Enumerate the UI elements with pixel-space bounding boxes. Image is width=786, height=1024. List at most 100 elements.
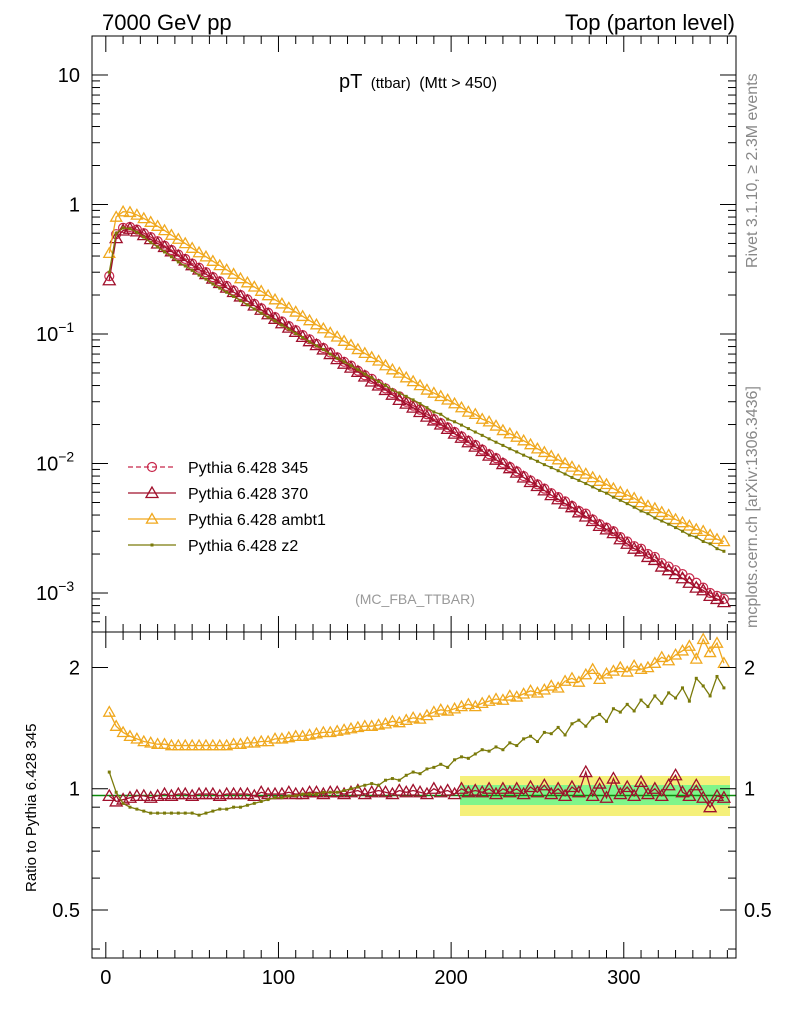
point-ambt1 — [150, 219, 165, 231]
point-ambt1 — [592, 474, 607, 486]
point-p345 — [146, 461, 158, 473]
point-p370 — [551, 491, 566, 505]
point-ambt1 — [123, 205, 137, 218]
point-z2 — [142, 235, 146, 239]
point-ambt1 — [503, 689, 517, 701]
point-p370 — [392, 783, 407, 796]
point-p370 — [682, 788, 697, 802]
point-ambt1 — [406, 711, 420, 723]
main-ytick-exp: −2 — [58, 449, 74, 465]
point-z2 — [287, 794, 291, 798]
point-z2 — [114, 790, 118, 794]
point-z2 — [556, 725, 560, 729]
point-ambt1 — [572, 463, 586, 476]
point-z2 — [121, 226, 125, 230]
point-p370 — [647, 781, 662, 794]
point-z2 — [715, 547, 719, 551]
point-z2 — [169, 811, 173, 815]
point-ambt1 — [102, 246, 116, 259]
point-p370 — [606, 771, 621, 784]
point-p370 — [323, 784, 338, 798]
point-z2 — [667, 522, 671, 526]
ratio-series — [102, 632, 732, 817]
point-z2 — [342, 360, 346, 364]
point-z2 — [197, 273, 201, 277]
point-p370 — [495, 781, 511, 794]
point-ambt1 — [613, 485, 627, 498]
point-z2 — [238, 805, 242, 809]
point-ambt1 — [226, 267, 241, 279]
point-z2 — [487, 437, 491, 441]
point-p370 — [599, 790, 614, 803]
point-p370 — [599, 522, 614, 535]
main-ytick-base: 10 — [36, 454, 58, 476]
point-z2 — [287, 327, 291, 331]
point-ambt1 — [145, 512, 159, 524]
point-ambt1 — [206, 738, 220, 751]
point-p370 — [682, 575, 697, 588]
point-p370 — [171, 786, 186, 800]
point-p370 — [613, 531, 628, 545]
point-p370 — [585, 513, 600, 527]
point-p370 — [571, 784, 587, 798]
point-ambt1 — [503, 426, 517, 439]
ratio-ytick-label: 2 — [69, 657, 80, 679]
point-z2 — [542, 463, 546, 467]
point-ambt1 — [199, 738, 213, 751]
point-ambt1 — [655, 505, 669, 518]
point-ambt1 — [130, 208, 144, 220]
main-series — [102, 204, 732, 608]
point-z2 — [694, 676, 698, 680]
series-line-ambt1 — [108, 637, 725, 747]
point-z2 — [142, 809, 146, 813]
point-ambt1 — [606, 481, 621, 494]
point-ambt1 — [371, 354, 386, 366]
point-z2 — [384, 778, 388, 782]
point-ambt1 — [648, 656, 662, 668]
point-p370 — [468, 783, 483, 796]
x-axis: 0 100 200 300 — [100, 36, 728, 989]
point-ambt1 — [385, 714, 400, 727]
point-z2 — [363, 783, 367, 787]
point-ambt1 — [220, 263, 234, 275]
point-ambt1 — [316, 725, 330, 738]
point-z2 — [163, 811, 167, 815]
point-p370 — [564, 499, 580, 513]
point-z2 — [577, 718, 581, 722]
point-p370 — [426, 413, 441, 426]
point-z2 — [494, 745, 498, 749]
point-p370 — [406, 783, 421, 796]
point-p370 — [378, 382, 393, 396]
point-p370 — [226, 786, 241, 800]
point-p370 — [716, 790, 732, 803]
main-ytick-label: 10−1 — [36, 319, 74, 346]
point-p370 — [144, 485, 160, 499]
point-z2 — [411, 398, 415, 402]
point-z2 — [563, 733, 567, 737]
point-z2 — [459, 755, 463, 759]
point-p370 — [620, 779, 635, 793]
point-ambt1 — [703, 528, 717, 540]
point-z2 — [404, 773, 408, 777]
point-p370 — [716, 594, 732, 608]
point-p370 — [178, 786, 193, 800]
point-p370 — [578, 509, 593, 522]
point-z2 — [190, 811, 194, 815]
point-p370 — [240, 786, 255, 800]
point-z2 — [639, 509, 643, 513]
point-p370 — [481, 448, 497, 461]
point-z2 — [515, 744, 519, 748]
point-p370 — [530, 478, 545, 492]
point-p370 — [627, 788, 642, 802]
point-z2 — [687, 533, 691, 537]
xtick-label: 200 — [434, 967, 467, 989]
point-p370 — [502, 784, 517, 798]
point-z2 — [149, 240, 153, 244]
point-ambt1 — [178, 738, 192, 751]
point-p370 — [544, 487, 559, 501]
point-z2 — [356, 785, 360, 789]
main-ytick-label: 10−3 — [36, 578, 74, 605]
point-p370 — [668, 566, 683, 580]
point-z2 — [487, 749, 491, 753]
